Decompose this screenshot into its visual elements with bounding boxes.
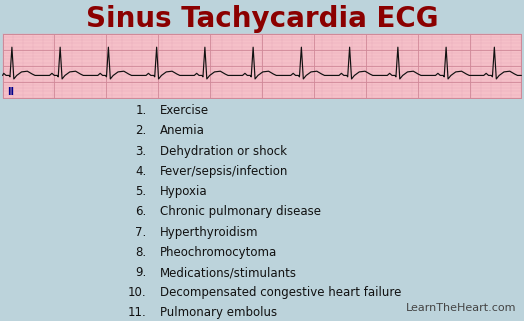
Text: Dehydration or shock: Dehydration or shock	[160, 145, 287, 158]
Text: Chronic pulmonary disease: Chronic pulmonary disease	[160, 205, 321, 218]
Text: 5.: 5.	[136, 185, 147, 198]
Text: 4.: 4.	[136, 165, 147, 178]
Text: LearnTheHeart.com: LearnTheHeart.com	[406, 303, 516, 313]
Text: Decompensated congestive heart failure: Decompensated congestive heart failure	[160, 286, 401, 299]
Text: Hyperthyroidism: Hyperthyroidism	[160, 226, 258, 239]
Text: Anemia: Anemia	[160, 125, 205, 137]
Text: Pheochromocytoma: Pheochromocytoma	[160, 246, 277, 259]
Text: 2.: 2.	[136, 125, 147, 137]
Text: 1.: 1.	[136, 104, 147, 117]
Text: II: II	[7, 87, 14, 97]
Text: 8.: 8.	[136, 246, 147, 259]
Text: Hypoxia: Hypoxia	[160, 185, 208, 198]
Text: 11.: 11.	[128, 307, 147, 319]
Text: 3.: 3.	[136, 145, 147, 158]
Text: Medications/stimulants: Medications/stimulants	[160, 266, 297, 279]
Text: Pulmonary embolus: Pulmonary embolus	[160, 307, 277, 319]
Text: 6.: 6.	[136, 205, 147, 218]
Text: 9.: 9.	[136, 266, 147, 279]
Text: 10.: 10.	[128, 286, 147, 299]
Text: 7.: 7.	[136, 226, 147, 239]
Text: Sinus Tachycardia ECG: Sinus Tachycardia ECG	[86, 5, 438, 33]
Text: Fever/sepsis/infection: Fever/sepsis/infection	[160, 165, 288, 178]
FancyBboxPatch shape	[3, 34, 521, 98]
Text: Exercise: Exercise	[160, 104, 209, 117]
